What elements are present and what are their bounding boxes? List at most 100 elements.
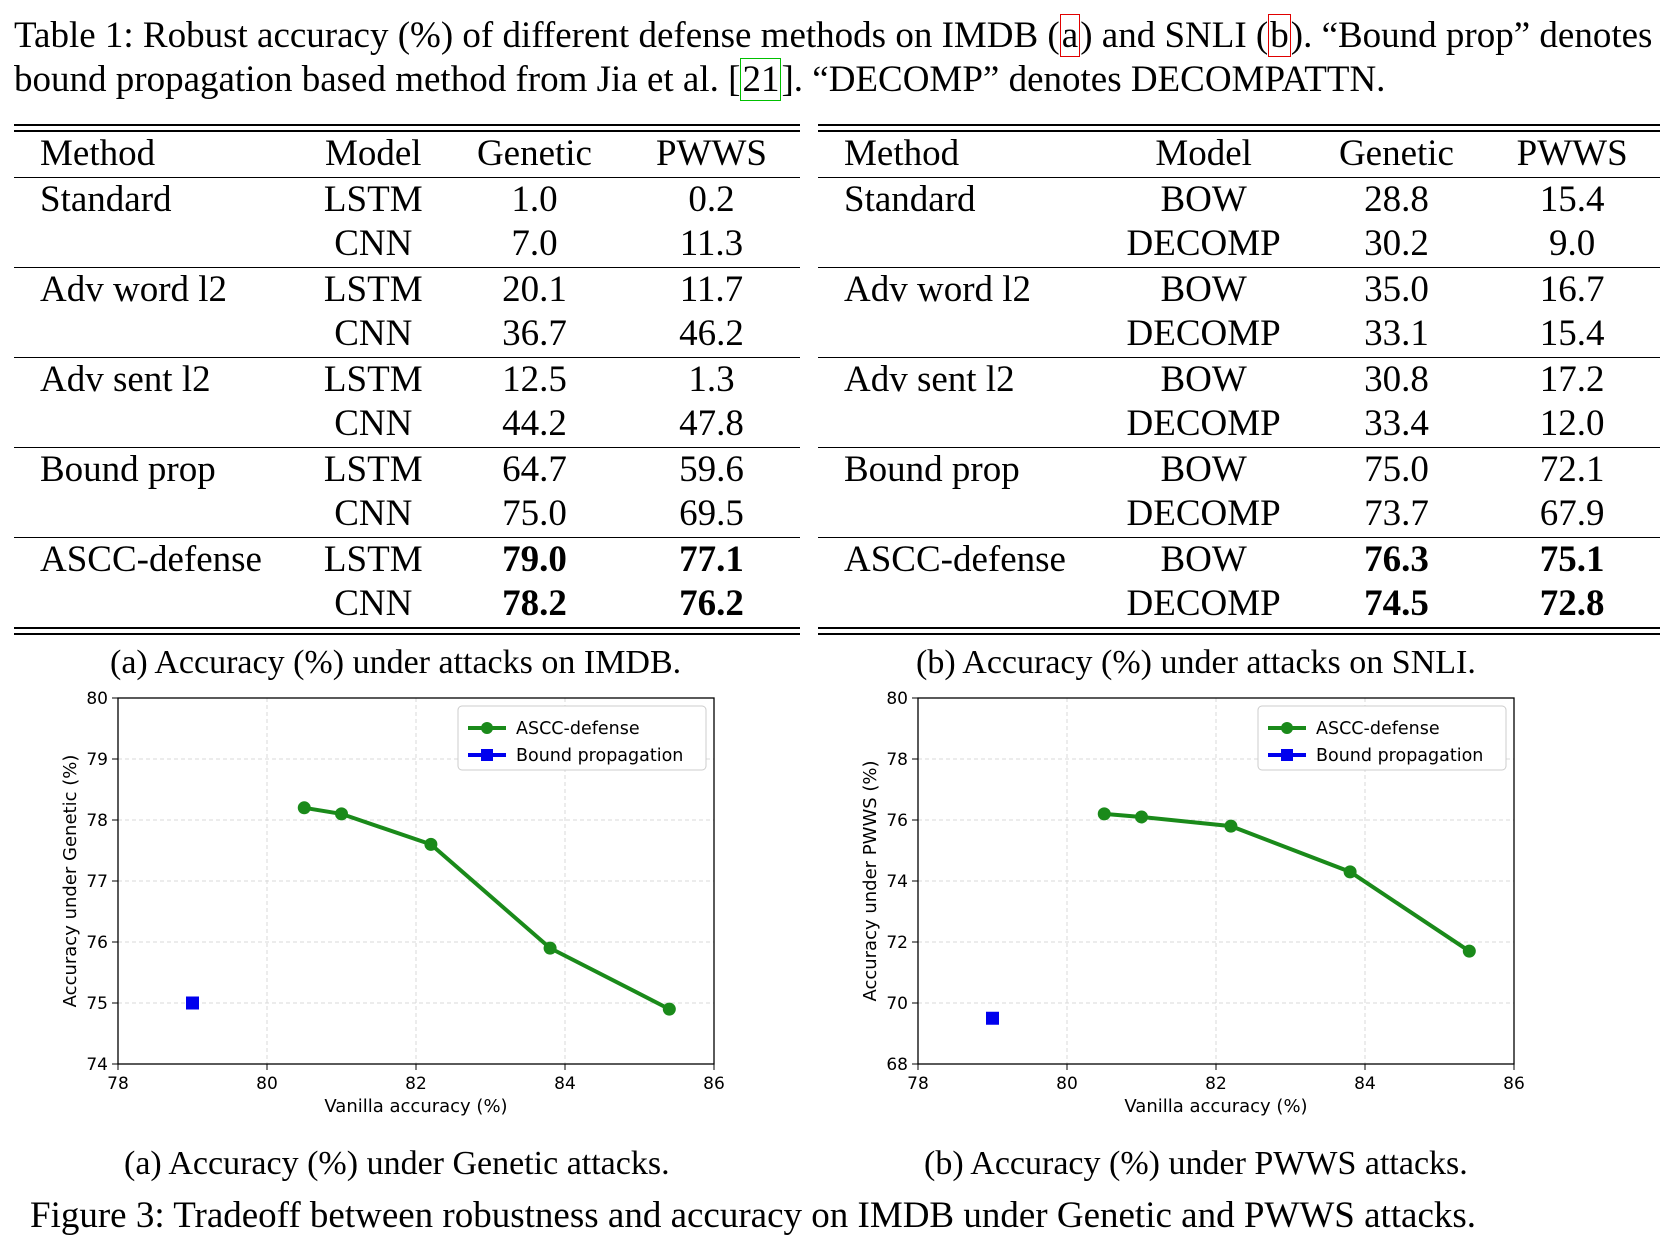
- value-cell: 33.1: [1308, 312, 1485, 358]
- legend-marker: [1281, 722, 1293, 734]
- citation-link[interactable]: 21: [740, 58, 782, 101]
- x-tick-label: 86: [703, 1074, 725, 1094]
- method-cell: Adv sent l2: [40, 358, 211, 400]
- model-cell: BOW: [1160, 538, 1247, 580]
- table-row: Adv word l2 BOW 35.0 16.7: [818, 267, 1660, 312]
- y-tick-label: 72: [886, 933, 908, 953]
- series-line: [303, 805, 671, 1011]
- value-cell: 67.9: [1484, 492, 1660, 538]
- value-cell: 33.4: [1308, 402, 1485, 448]
- table-ref-a-link[interactable]: a: [1059, 14, 1081, 57]
- table-row: DECOMP 30.2 9.0: [818, 222, 1660, 268]
- method-cell: [14, 312, 301, 358]
- data-point: [662, 1002, 676, 1016]
- value-cell: 47.8: [622, 402, 800, 448]
- table-caption-text: Table 1: Robust accuracy (%) of differen…: [14, 15, 1060, 56]
- legend-marker: [481, 749, 493, 761]
- value-cell: 46.2: [622, 312, 800, 358]
- table-row: Bound prop LSTM 64.7 59.6: [14, 447, 800, 492]
- value-cell: 64.7: [502, 448, 567, 490]
- y-tick-label: 77: [86, 872, 108, 892]
- table-bottom-rule: [14, 626, 800, 635]
- table-row: DECOMP 33.4 12.0: [818, 402, 1660, 448]
- x-axis-label: Vanilla accuracy (%): [324, 1096, 507, 1117]
- y-axis-label: Accuracy under Genetic (%): [60, 755, 81, 1008]
- method-cell: [818, 582, 1099, 627]
- column-header: Method: [14, 132, 301, 178]
- value-cell: 9.0: [1484, 222, 1660, 268]
- legend-marker: [1281, 749, 1293, 761]
- value-cell: 17.2: [1539, 358, 1605, 400]
- table-row: Standard LSTM 1.0 0.2: [14, 177, 800, 222]
- table-ref-b-link[interactable]: b: [1268, 14, 1291, 57]
- y-tick-label: 80: [86, 690, 108, 709]
- method-cell: Adv sent l2: [844, 358, 1015, 400]
- legend-label: Bound propagation: [516, 746, 683, 766]
- table-a-caption: (a) Accuracy (%) under attacks on IMDB.: [110, 644, 682, 681]
- value-cell: 76.2: [679, 583, 744, 625]
- method-cell: [14, 402, 301, 448]
- table-caption-text: ). “Bound prop” denotes bound propagatio…: [14, 15, 1653, 100]
- method-cell: Bound prop: [844, 448, 1020, 490]
- model-cell: LSTM: [323, 538, 423, 580]
- model-cell: CNN: [300, 222, 446, 268]
- value-cell: 1.0: [511, 178, 558, 220]
- model-cell: CNN: [334, 583, 413, 625]
- table-header-row: Method Model Genetic PWWS: [14, 132, 800, 178]
- series-line: [1104, 811, 1471, 953]
- model-cell: LSTM: [323, 448, 423, 490]
- model-cell: CNN: [300, 492, 446, 538]
- value-cell: 44.2: [445, 402, 623, 448]
- model-cell: LSTM: [323, 358, 423, 400]
- data-point: [1462, 944, 1476, 958]
- table-snli: Method Model Genetic PWWS Standard BOW 28.8 15.…: [818, 124, 1660, 635]
- method-cell: [14, 222, 301, 268]
- y-tick-label: 78: [86, 811, 108, 831]
- table-row: CNN 44.2 47.8: [14, 402, 800, 448]
- table-row: Adv sent l2 LSTM 12.5 1.3: [14, 357, 800, 402]
- column-header: PWWS: [1484, 132, 1660, 178]
- chart-b-caption: (b) Accuracy (%) under PWWS attacks.: [924, 1145, 1468, 1182]
- value-cell: 77.1: [679, 538, 744, 580]
- x-tick-label: 78: [107, 1074, 129, 1094]
- legend-box: [457, 705, 707, 771]
- value-cell: 74.5: [1364, 583, 1429, 625]
- chart-genetic-svg: 78 80 82 84 86 74 75 76 77 78 79 80 Vanilla accuracy…: [60, 689, 725, 1117]
- method-cell: [818, 492, 1099, 538]
- column-header: Model: [1098, 132, 1309, 178]
- chart-a-caption: (a) Accuracy (%) under Genetic attacks.: [124, 1145, 670, 1182]
- data-point: [424, 837, 438, 851]
- x-tick-label: 80: [1056, 1074, 1078, 1094]
- value-cell: 0.2: [688, 178, 735, 220]
- model-cell: DECOMP: [1098, 492, 1309, 538]
- table-header-row: Method Model Genetic PWWS: [818, 132, 1660, 178]
- method-cell: ASCC-defense: [844, 538, 1066, 580]
- data-point: [1343, 865, 1357, 879]
- value-cell: 28.8: [1364, 178, 1429, 220]
- method-cell: [818, 402, 1099, 448]
- value-cell: 12.0: [1484, 402, 1660, 448]
- y-axis-label: Accuracy under PWWS (%): [860, 760, 881, 1001]
- figure-caption: Figure 3: Tradeoff between robustness an…: [30, 1195, 1477, 1236]
- column-header: Genetic: [1308, 132, 1485, 178]
- y-tick-label: 74: [86, 1055, 108, 1075]
- x-tick-label: 86: [1503, 1074, 1525, 1094]
- legend-marker: [481, 722, 493, 734]
- value-cell: 15.4: [1539, 178, 1605, 220]
- value-cell: 69.5: [622, 492, 800, 538]
- x-tick-label: 82: [405, 1074, 427, 1094]
- data-point: [543, 941, 557, 955]
- value-cell: 78.2: [502, 583, 567, 625]
- x-tick-label: 82: [1205, 1074, 1227, 1094]
- value-cell: 15.4: [1484, 312, 1660, 358]
- method-cell: Standard: [40, 178, 172, 220]
- data-point: [186, 996, 199, 1010]
- table-caption-text: ) and SNLI (: [1080, 15, 1269, 56]
- model-cell: CNN: [300, 312, 446, 358]
- method-cell: Adv word l2: [40, 268, 228, 310]
- value-cell: 12.5: [502, 358, 567, 400]
- model-cell: BOW: [1160, 448, 1247, 490]
- value-cell: 76.3: [1364, 538, 1429, 580]
- model-cell: BOW: [1160, 358, 1247, 400]
- column-header: Genetic: [445, 132, 623, 178]
